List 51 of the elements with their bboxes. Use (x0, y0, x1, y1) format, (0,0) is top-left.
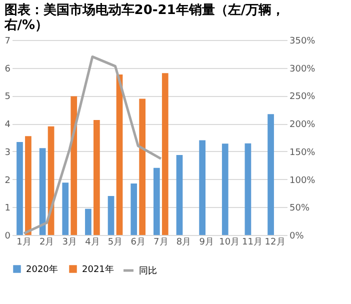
bar (70, 96, 78, 235)
bar (153, 168, 160, 235)
bar (25, 136, 32, 235)
bar (39, 148, 46, 235)
bar (94, 120, 100, 235)
x-tick-label: 10月 (219, 238, 240, 248)
y-tick-label: 1 (4, 204, 10, 214)
bar (116, 74, 123, 235)
bar (162, 73, 168, 235)
chart-title: 图表：美国市场电动车20-21年销量（左/万辆，右/%） (3, 2, 285, 33)
y2-tick-label: 250% (290, 92, 316, 102)
bar (222, 144, 228, 235)
y-tick-label: 0 (4, 232, 11, 242)
legend-label: 2020年 (26, 264, 58, 275)
bar (176, 155, 183, 235)
bar (85, 208, 92, 235)
y2-tick-label: 150% (290, 148, 316, 158)
x-tick-label: 11月 (242, 238, 262, 248)
bar (62, 182, 69, 235)
x-tick-label: 9月 (199, 238, 214, 248)
x-tick-label: 1月 (16, 238, 32, 248)
x-tick-label: 7月 (154, 238, 168, 248)
y-tick-label: 4 (4, 120, 11, 130)
x-tick-label: 6月 (130, 238, 146, 248)
y2-tick-label: 200% (290, 120, 316, 130)
legend-label: 2021年 (82, 264, 114, 275)
y2-tick-label: 350% (290, 36, 316, 46)
y-tick-label: 5 (4, 92, 10, 102)
y2-tick-label: 300% (290, 64, 316, 74)
x-tick-label: 8月 (176, 238, 192, 248)
bar (108, 196, 114, 235)
y-tick-label: 6 (4, 64, 11, 74)
bar (199, 140, 206, 235)
bar (16, 142, 23, 235)
y-tick-label: 3 (4, 148, 10, 158)
x-tick-label: 12月 (264, 238, 286, 248)
bar (268, 114, 274, 235)
y-tick-label: 7 (4, 36, 10, 46)
bar (139, 98, 146, 235)
x-tick-label: 4月 (85, 238, 100, 248)
x-tick-label: 3月 (62, 238, 77, 248)
bar (130, 183, 138, 235)
legend-label: 同比 (139, 266, 157, 276)
line-series (22, 55, 162, 235)
y2-tick-label: 50% (290, 204, 310, 214)
bar (244, 143, 252, 235)
x-tick-label: 2月 (39, 238, 54, 248)
x-tick-label: 5月 (108, 238, 123, 248)
y2-tick-label: 0% (290, 232, 304, 242)
y-tick-label: 2 (4, 176, 10, 186)
y2-tick-label: 100% (290, 176, 316, 186)
